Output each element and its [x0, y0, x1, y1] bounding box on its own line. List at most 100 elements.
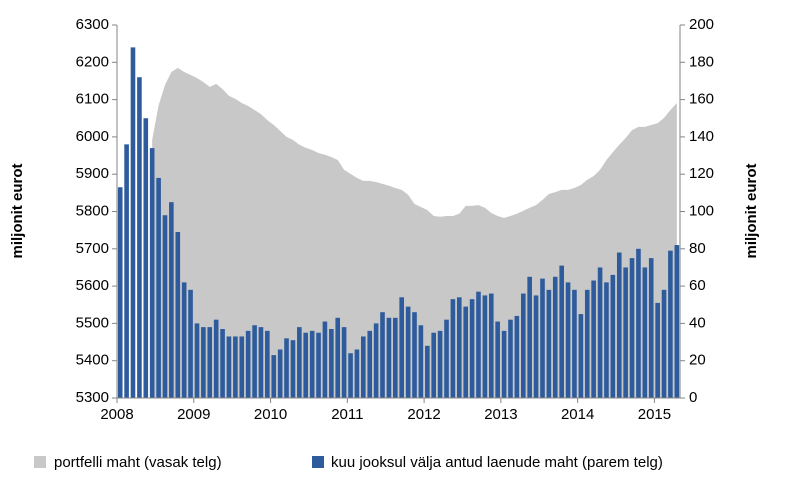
y-tick-label: 5700	[76, 240, 109, 257]
y2-tick-label: 120	[689, 165, 714, 182]
bar	[252, 325, 257, 398]
bar	[469, 299, 475, 398]
legend-label: kuu jooksul välja antud laenude maht (pa…	[331, 454, 663, 471]
bar	[380, 312, 385, 398]
y2-axis-label: miljonit eurot	[743, 164, 760, 259]
bar	[668, 250, 673, 398]
bar	[233, 336, 238, 398]
bar	[495, 321, 500, 398]
bar	[393, 317, 398, 398]
y2-tick-label: 180	[689, 53, 714, 70]
x-tick-label: 2011	[331, 406, 363, 423]
bar	[367, 330, 373, 398]
bar	[348, 353, 353, 398]
bar	[661, 289, 667, 398]
bar	[572, 289, 577, 398]
bar	[156, 177, 161, 398]
bar	[360, 336, 366, 398]
bar	[514, 315, 520, 398]
legend-swatch	[312, 456, 324, 468]
bar	[597, 267, 603, 398]
bar	[297, 327, 302, 398]
bar	[437, 330, 443, 398]
bar	[431, 332, 437, 398]
bar	[399, 297, 404, 398]
bar	[284, 338, 289, 398]
bar	[201, 327, 206, 398]
legend-label: portfelli maht (vasak telg)	[54, 454, 222, 471]
x-tick-label: 2009	[177, 406, 210, 423]
legend-swatch	[34, 456, 46, 468]
bar	[175, 232, 181, 398]
y-tick-label: 5500	[76, 314, 109, 331]
bar	[373, 323, 379, 398]
bar	[565, 282, 571, 398]
y-tick-label: 6000	[76, 128, 109, 145]
bar	[316, 332, 321, 398]
bar	[648, 258, 654, 398]
bar	[642, 267, 648, 398]
y-tick-label: 6300	[76, 16, 109, 33]
x-tick-label: 2015	[638, 406, 671, 423]
bar	[194, 323, 200, 398]
bar	[322, 321, 328, 398]
bar	[265, 330, 270, 398]
y2-tick-label: 160	[689, 91, 714, 108]
x-tick-label: 2014	[561, 406, 594, 423]
y-tick-label: 5800	[76, 202, 109, 219]
y2-tick-label: 80	[689, 240, 706, 257]
bar	[405, 306, 411, 398]
bar	[540, 278, 545, 398]
bar	[239, 336, 245, 398]
bar	[412, 312, 417, 398]
bar	[137, 77, 142, 398]
bar	[578, 314, 584, 398]
bar	[655, 302, 660, 398]
bar	[508, 319, 513, 398]
bar	[527, 276, 532, 398]
bar	[143, 118, 149, 398]
y2-tick-label: 100	[689, 202, 714, 219]
y-tick-label: 5400	[76, 352, 109, 369]
bar	[271, 355, 277, 398]
bar	[207, 327, 213, 398]
bar	[552, 276, 558, 398]
y2-tick-label: 60	[689, 277, 706, 294]
y-tick-label: 5900	[76, 165, 109, 182]
y-axis-label: miljonit eurot	[9, 164, 26, 259]
bar	[610, 274, 616, 398]
bar	[290, 340, 296, 398]
bar	[162, 215, 168, 398]
bar	[616, 252, 622, 398]
bar	[329, 328, 334, 398]
bar	[674, 245, 680, 398]
y2-tick-label: 0	[689, 389, 697, 406]
bar	[425, 345, 430, 398]
bar	[463, 306, 469, 398]
bar	[501, 330, 507, 398]
bar	[213, 319, 219, 398]
y2-tick-label: 40	[689, 314, 706, 331]
y2-tick-label: 20	[689, 352, 706, 369]
y-tick-label: 6100	[76, 91, 109, 108]
x-tick-label: 2010	[254, 406, 287, 423]
bar	[124, 144, 129, 398]
bar	[520, 293, 526, 398]
bar	[623, 267, 628, 398]
bar	[636, 248, 641, 398]
bar	[341, 327, 347, 398]
bar	[169, 202, 174, 398]
bar	[303, 332, 309, 398]
y2-tick-label: 200	[689, 16, 714, 33]
x-tick-label: 2012	[407, 406, 440, 423]
bar	[149, 148, 155, 398]
bar	[354, 349, 360, 398]
y-tick-label: 6200	[76, 53, 109, 70]
bar	[488, 293, 494, 398]
bar	[418, 325, 424, 398]
bar	[604, 282, 609, 398]
y-tick-label: 5300	[76, 389, 109, 406]
bar	[309, 330, 315, 398]
bar	[533, 295, 539, 398]
